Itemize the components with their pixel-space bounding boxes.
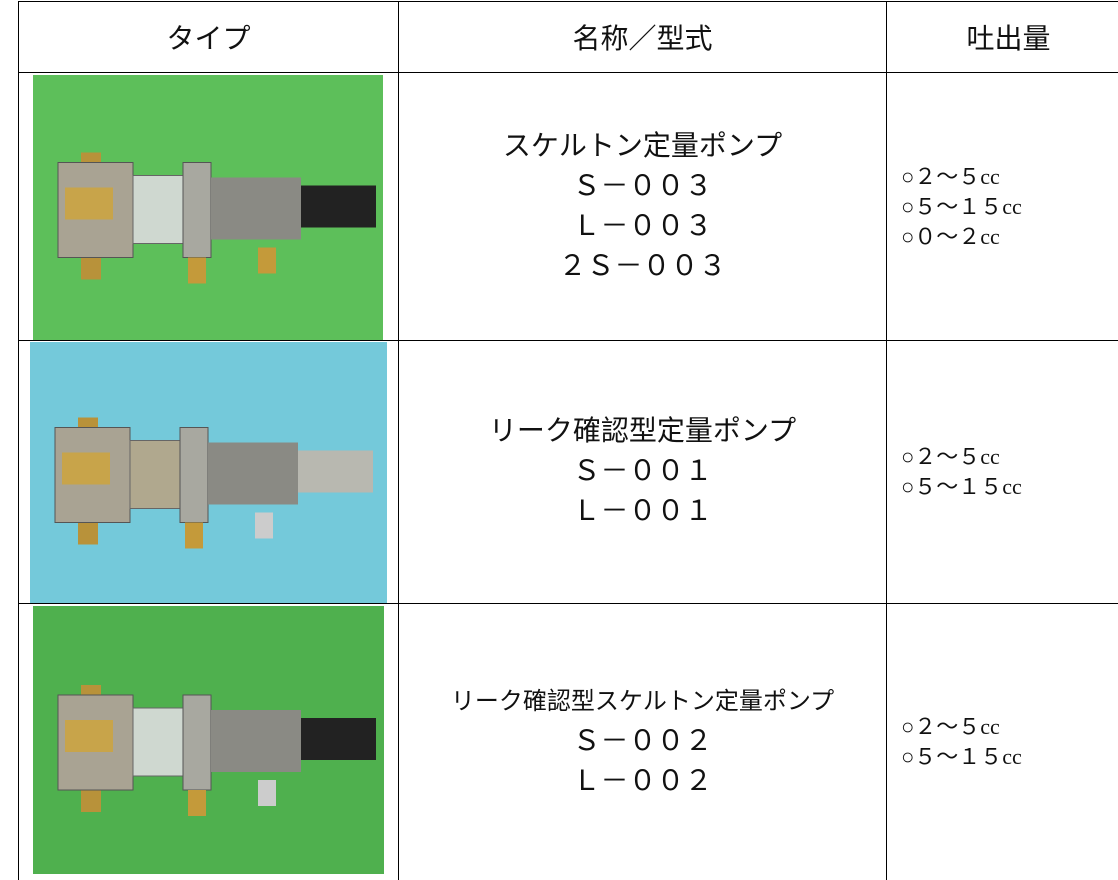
image-cell <box>18 340 398 603</box>
flow-rate: ○２～５cc <box>901 714 1000 739</box>
name-cell: スケルトン定量ポンプ Ｓ－００３ Ｌ－００３ ２Ｓ－００３ <box>398 72 886 340</box>
header-text: タイプ <box>166 24 251 55</box>
model-code: Ｓ－００２ <box>572 726 713 757</box>
model-code: ２Ｓ－００３ <box>558 250 727 282</box>
header-cell: 吐出量 <box>886 1 1118 72</box>
flow-cell: ○２～５cc ○５～１５cc ○０～２cc <box>886 72 1118 340</box>
name-cell: リーク確認型定量ポンプ Ｓ－００１ Ｌ－００１ <box>398 340 886 603</box>
model-code: Ｌ－００３ <box>572 210 713 242</box>
product-name: リーク確認型スケルトン定量ポンプ <box>450 689 835 715</box>
header-text: 吐出量 <box>966 24 1051 55</box>
model-code: Ｌ－００１ <box>572 496 713 527</box>
product-name: リーク確認型定量ポンプ <box>488 416 797 447</box>
flow-cell: ○２～５cc ○５～１５cc <box>886 340 1118 603</box>
header-cell: タイプ <box>18 1 398 72</box>
pump-photo <box>30 342 387 603</box>
flow-rate: ○０～２cc <box>901 223 1000 249</box>
header-cell: 名称／型式 <box>398 1 886 72</box>
product-name: スケルトン定量ポンプ <box>502 130 783 162</box>
image-cell <box>18 72 398 340</box>
model-code: Ｓ－００１ <box>572 456 713 487</box>
pump-photo <box>33 75 383 340</box>
model-code: Ｓ－００３ <box>572 170 713 202</box>
flow-cell: ○２～５cc ○５～１５cc <box>886 603 1118 880</box>
model-code: Ｌ－００２ <box>572 766 713 797</box>
flow-rate: ○５～１５cc <box>901 193 1022 219</box>
flow-rate: ○２～５cc <box>901 444 1000 469</box>
pump-photo <box>33 606 384 874</box>
header-text: 名称／型式 <box>572 24 713 55</box>
image-cell <box>18 603 398 880</box>
flow-rate: ○５～１５cc <box>901 744 1022 769</box>
flow-rate: ○５～１５cc <box>901 474 1022 499</box>
flow-rate: ○２～５cc <box>901 163 1000 189</box>
name-cell: リーク確認型スケルトン定量ポンプ Ｓ－００２ Ｌ－００２ <box>398 603 886 880</box>
